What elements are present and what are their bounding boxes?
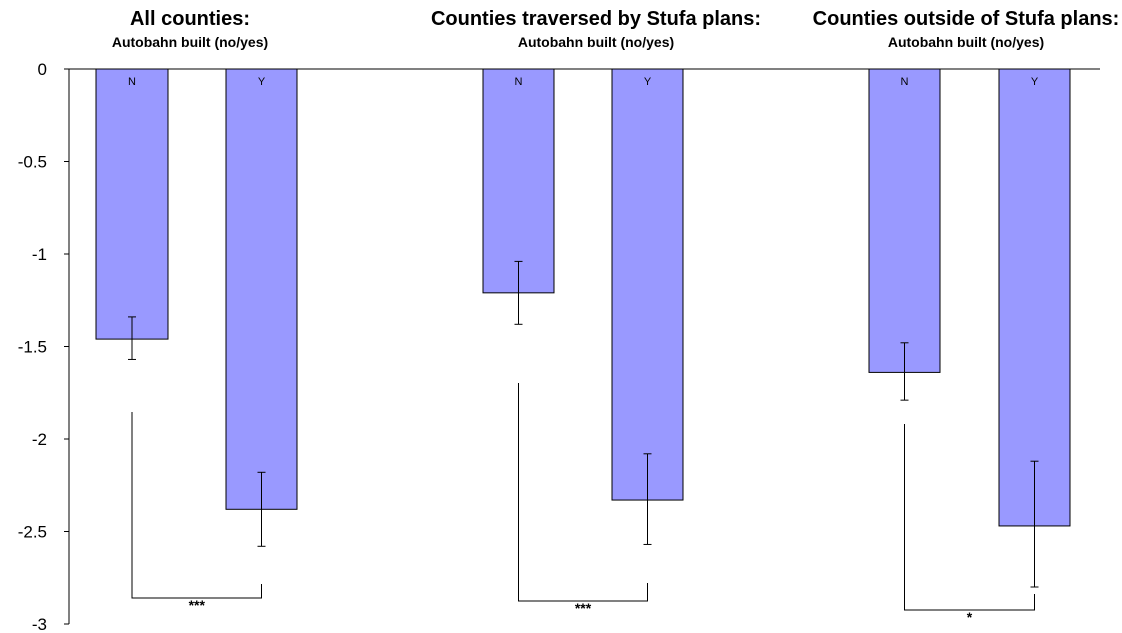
- bar-category-label: Y: [644, 76, 652, 88]
- y-tick-label: 0: [38, 60, 47, 79]
- bar-category-label: N: [515, 76, 523, 88]
- bar: [868, 68, 941, 373]
- bar: [611, 68, 684, 501]
- panel-title: Counties outside of Stufa plans:: [813, 8, 1120, 30]
- significance-label: ***: [575, 600, 592, 616]
- significance-bracket: [518, 383, 648, 602]
- bar-category-label: Y: [258, 76, 266, 88]
- y-tick-label: -3: [32, 615, 47, 633]
- significance-label: *: [967, 609, 973, 625]
- y-tick-label: -2: [32, 430, 47, 449]
- y-tick-label: -0.5: [18, 153, 47, 172]
- bar: [225, 68, 298, 510]
- bar-category-label: N: [128, 76, 136, 88]
- chart-panel: All counties: Autobahn built (no/yes) N Y **…: [95, 8, 298, 613]
- panel-subtitle: Autobahn built (no/yes): [112, 34, 268, 50]
- bar: [998, 68, 1071, 527]
- bar: [482, 68, 555, 294]
- chart-panel: Counties outside of Stufa plans: Autobahn…: [813, 8, 1120, 625]
- bar: [95, 68, 169, 340]
- bar-category-label: N: [901, 76, 909, 88]
- significance-bracket: [904, 424, 1035, 611]
- y-tick-label: -1: [32, 245, 47, 264]
- significance-bracket: [131, 412, 262, 599]
- panel-subtitle: Autobahn built (no/yes): [518, 34, 674, 50]
- y-tick-label: -2.5: [18, 523, 47, 542]
- y-tick-label: -1.5: [18, 338, 47, 357]
- chart-panels: All counties:Autobahn built (no/yes)N Y**…: [95, 8, 1120, 625]
- significance-label: ***: [189, 597, 206, 613]
- bar-category-label: Y: [1031, 76, 1039, 88]
- panel-title: All counties:: [130, 8, 250, 30]
- panel-title: Counties traversed by Stufa plans:: [431, 8, 761, 30]
- chart-panel: Counties traversed by Stufa plans: Autoba…: [431, 8, 761, 616]
- panel-subtitle: Autobahn built (no/yes): [888, 34, 1044, 50]
